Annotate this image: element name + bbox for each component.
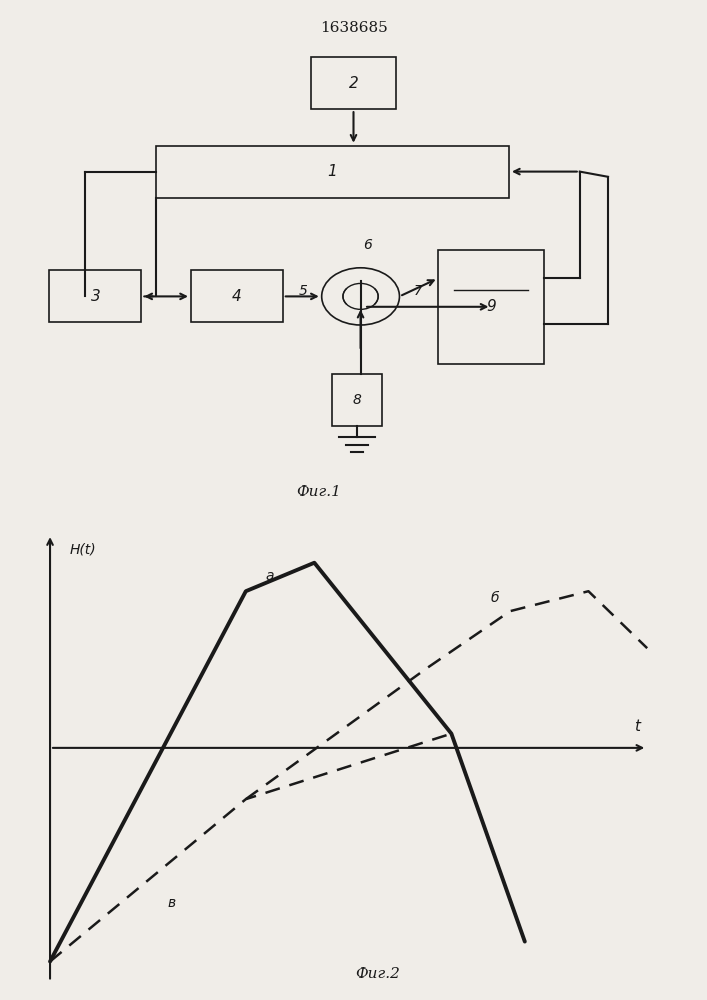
Text: а: а <box>265 569 274 583</box>
Bar <box>156 146 509 198</box>
Text: 1638685: 1638685 <box>320 21 387 35</box>
Text: 4: 4 <box>232 289 242 304</box>
Text: 8: 8 <box>353 393 361 407</box>
Bar <box>438 250 544 364</box>
Text: t: t <box>634 719 641 734</box>
Bar <box>311 57 396 109</box>
Text: Фиг.2: Фиг.2 <box>356 967 400 981</box>
Text: Фиг.1: Фиг.1 <box>296 485 341 499</box>
Text: 5: 5 <box>298 284 308 298</box>
Text: 1: 1 <box>327 164 337 179</box>
Bar <box>49 270 141 322</box>
Bar <box>332 374 382 426</box>
Text: 2: 2 <box>349 76 358 91</box>
Text: 6: 6 <box>363 238 372 252</box>
Text: 3: 3 <box>90 289 100 304</box>
Text: б: б <box>491 591 499 605</box>
Bar <box>191 270 283 322</box>
Text: в: в <box>168 896 175 910</box>
Text: 9: 9 <box>486 299 496 314</box>
Text: 7: 7 <box>414 284 423 298</box>
Text: H(t): H(t) <box>69 543 96 557</box>
